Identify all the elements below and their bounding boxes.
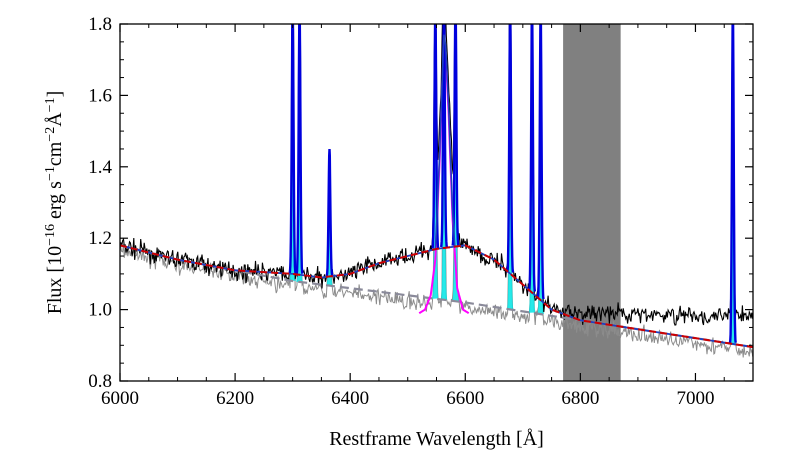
- y-tick-label-1.8: 1.8: [88, 14, 112, 35]
- emission-line-fit-6731: [536, 24, 545, 300]
- x-axis-label: Restframe Wavelength [Å]: [329, 428, 544, 450]
- y-tick-label-1.6: 1.6: [88, 85, 112, 106]
- axis-ticks: 6000 6200 6400 6600 6800 7000 0.8 1.0 1.2 1.4 1.6 1…: [88, 14, 753, 409]
- emission-line-fit-6364: [325, 148, 334, 277]
- y-tick-label-1: 1.0: [88, 300, 112, 321]
- emission-line-fit-6548: [431, 24, 440, 249]
- x-tick-label-6200: 6200: [216, 388, 254, 409]
- x-tick-label-7000: 7000: [676, 388, 714, 409]
- narrow-component-6548: [431, 24, 439, 299]
- y-tick-label-1.4: 1.4: [88, 157, 112, 178]
- emission-line-fit-6300: [288, 24, 297, 274]
- broad-component-fit: [120, 244, 753, 349]
- emission-line-fit-6716: [527, 24, 537, 292]
- x-tick-label-6000: 6000: [101, 388, 139, 409]
- plot-area: [120, 24, 753, 381]
- y-axis-label: Flux [10−16 erg s−1cm−2Å−1]: [43, 91, 67, 315]
- emission-line-fit-6312: [295, 24, 304, 274]
- narrow-component-6583: [452, 24, 459, 302]
- emission-line-fit-6678: [506, 24, 515, 273]
- x-tick-label-6400: 6400: [331, 388, 369, 409]
- x-tick-label-6600: 6600: [446, 388, 484, 409]
- y-tick-label-0.8: 0.8: [88, 371, 112, 392]
- emission-line-fit-6563: [439, 24, 449, 248]
- x-tick-label-6800: 6800: [561, 388, 599, 409]
- narrow-component-6563: [440, 24, 448, 300]
- emission-line-fit-7065: [728, 24, 737, 343]
- y-tick-label-1.2: 1.2: [88, 228, 112, 249]
